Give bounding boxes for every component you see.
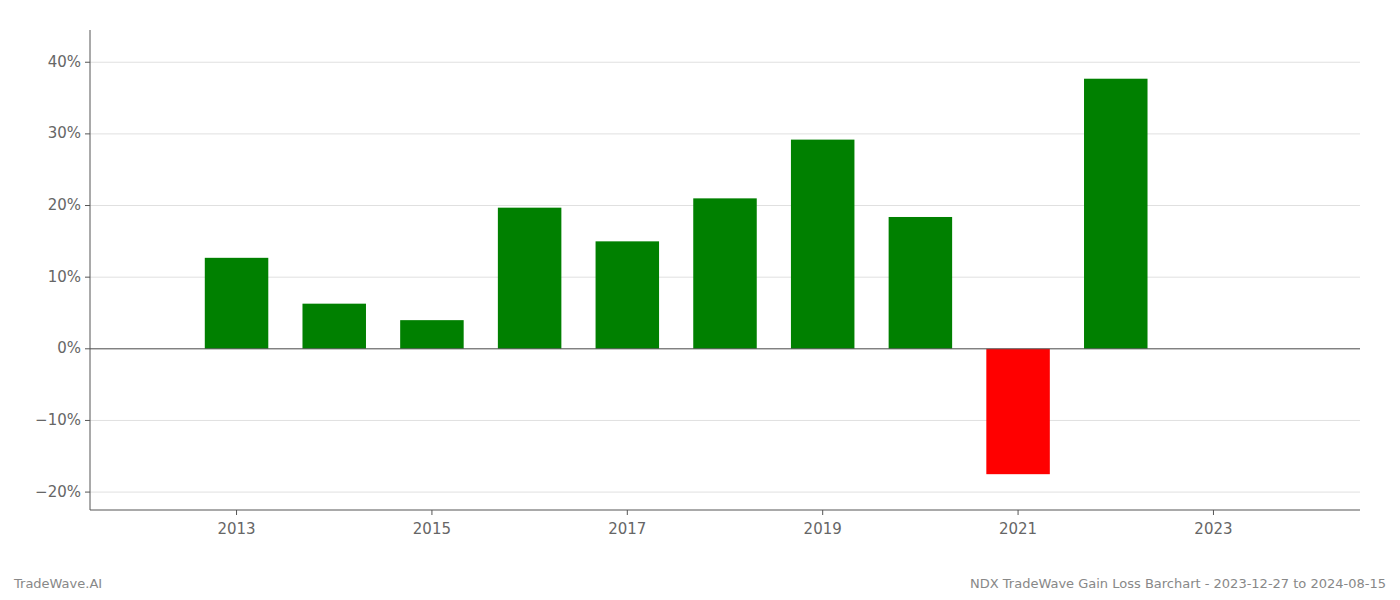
zero-line [90,348,1360,349]
x-axis: 2013 2015 2017 2019 2021 2023 [217,510,1232,538]
chart-container: −20%−10%0%10%20%30%40%201320152017201920… [0,0,1400,600]
y-tick [85,62,90,63]
x-tick [822,510,823,515]
y-axis: −20% −10% 0% 10% 20% 30% 40% [35,53,90,501]
x-tick [1018,510,1019,515]
x-tick [431,510,432,515]
bar [498,208,561,349]
bar [596,241,660,348]
y-tick [85,420,90,421]
bar [693,198,757,348]
y-tick-label: 40% [48,53,81,71]
y-tick-label: −20% [35,483,81,501]
bars [205,79,1148,474]
x-tick [1213,510,1214,515]
x-tick-label: 2023 [1194,520,1232,538]
y-tick [85,348,90,349]
grid-line [90,492,1360,493]
y-axis-line [90,30,91,510]
chart-svg: −20%−10%0%10%20%30%40%201320152017201920… [0,0,1400,600]
x-tick-label: 2017 [608,520,646,538]
x-axis-line [90,510,1360,511]
x-tick-label: 2013 [217,520,255,538]
x-tick [236,510,237,515]
x-tick-label: 2021 [999,520,1037,538]
footer-right: NDX TradeWave Gain Loss Barchart - 2023-… [970,576,1386,591]
y-tick [85,133,90,134]
grid-line [90,133,1360,134]
grid-line [90,62,1360,63]
x-tick [627,510,628,515]
grid-line [90,420,1360,421]
y-tick [85,492,90,493]
grid-line [90,348,1360,349]
y-tick-label: 0% [57,339,81,357]
y-tick-label: 30% [48,124,81,142]
y-tick-label: −10% [35,411,81,429]
y-tick [85,277,90,278]
y-tick [85,205,90,206]
bar [791,140,855,349]
bar [205,258,268,349]
bar [302,304,366,349]
x-tick-label: 2019 [804,520,842,538]
bar [1084,79,1148,349]
x-tick-label: 2015 [413,520,451,538]
grid [90,62,1360,492]
bar [889,217,953,349]
y-tick-label: 10% [48,268,81,286]
bar [986,349,1050,474]
y-tick-label: 20% [48,196,81,214]
bar [400,320,464,349]
footer-left: TradeWave.AI [13,576,102,591]
